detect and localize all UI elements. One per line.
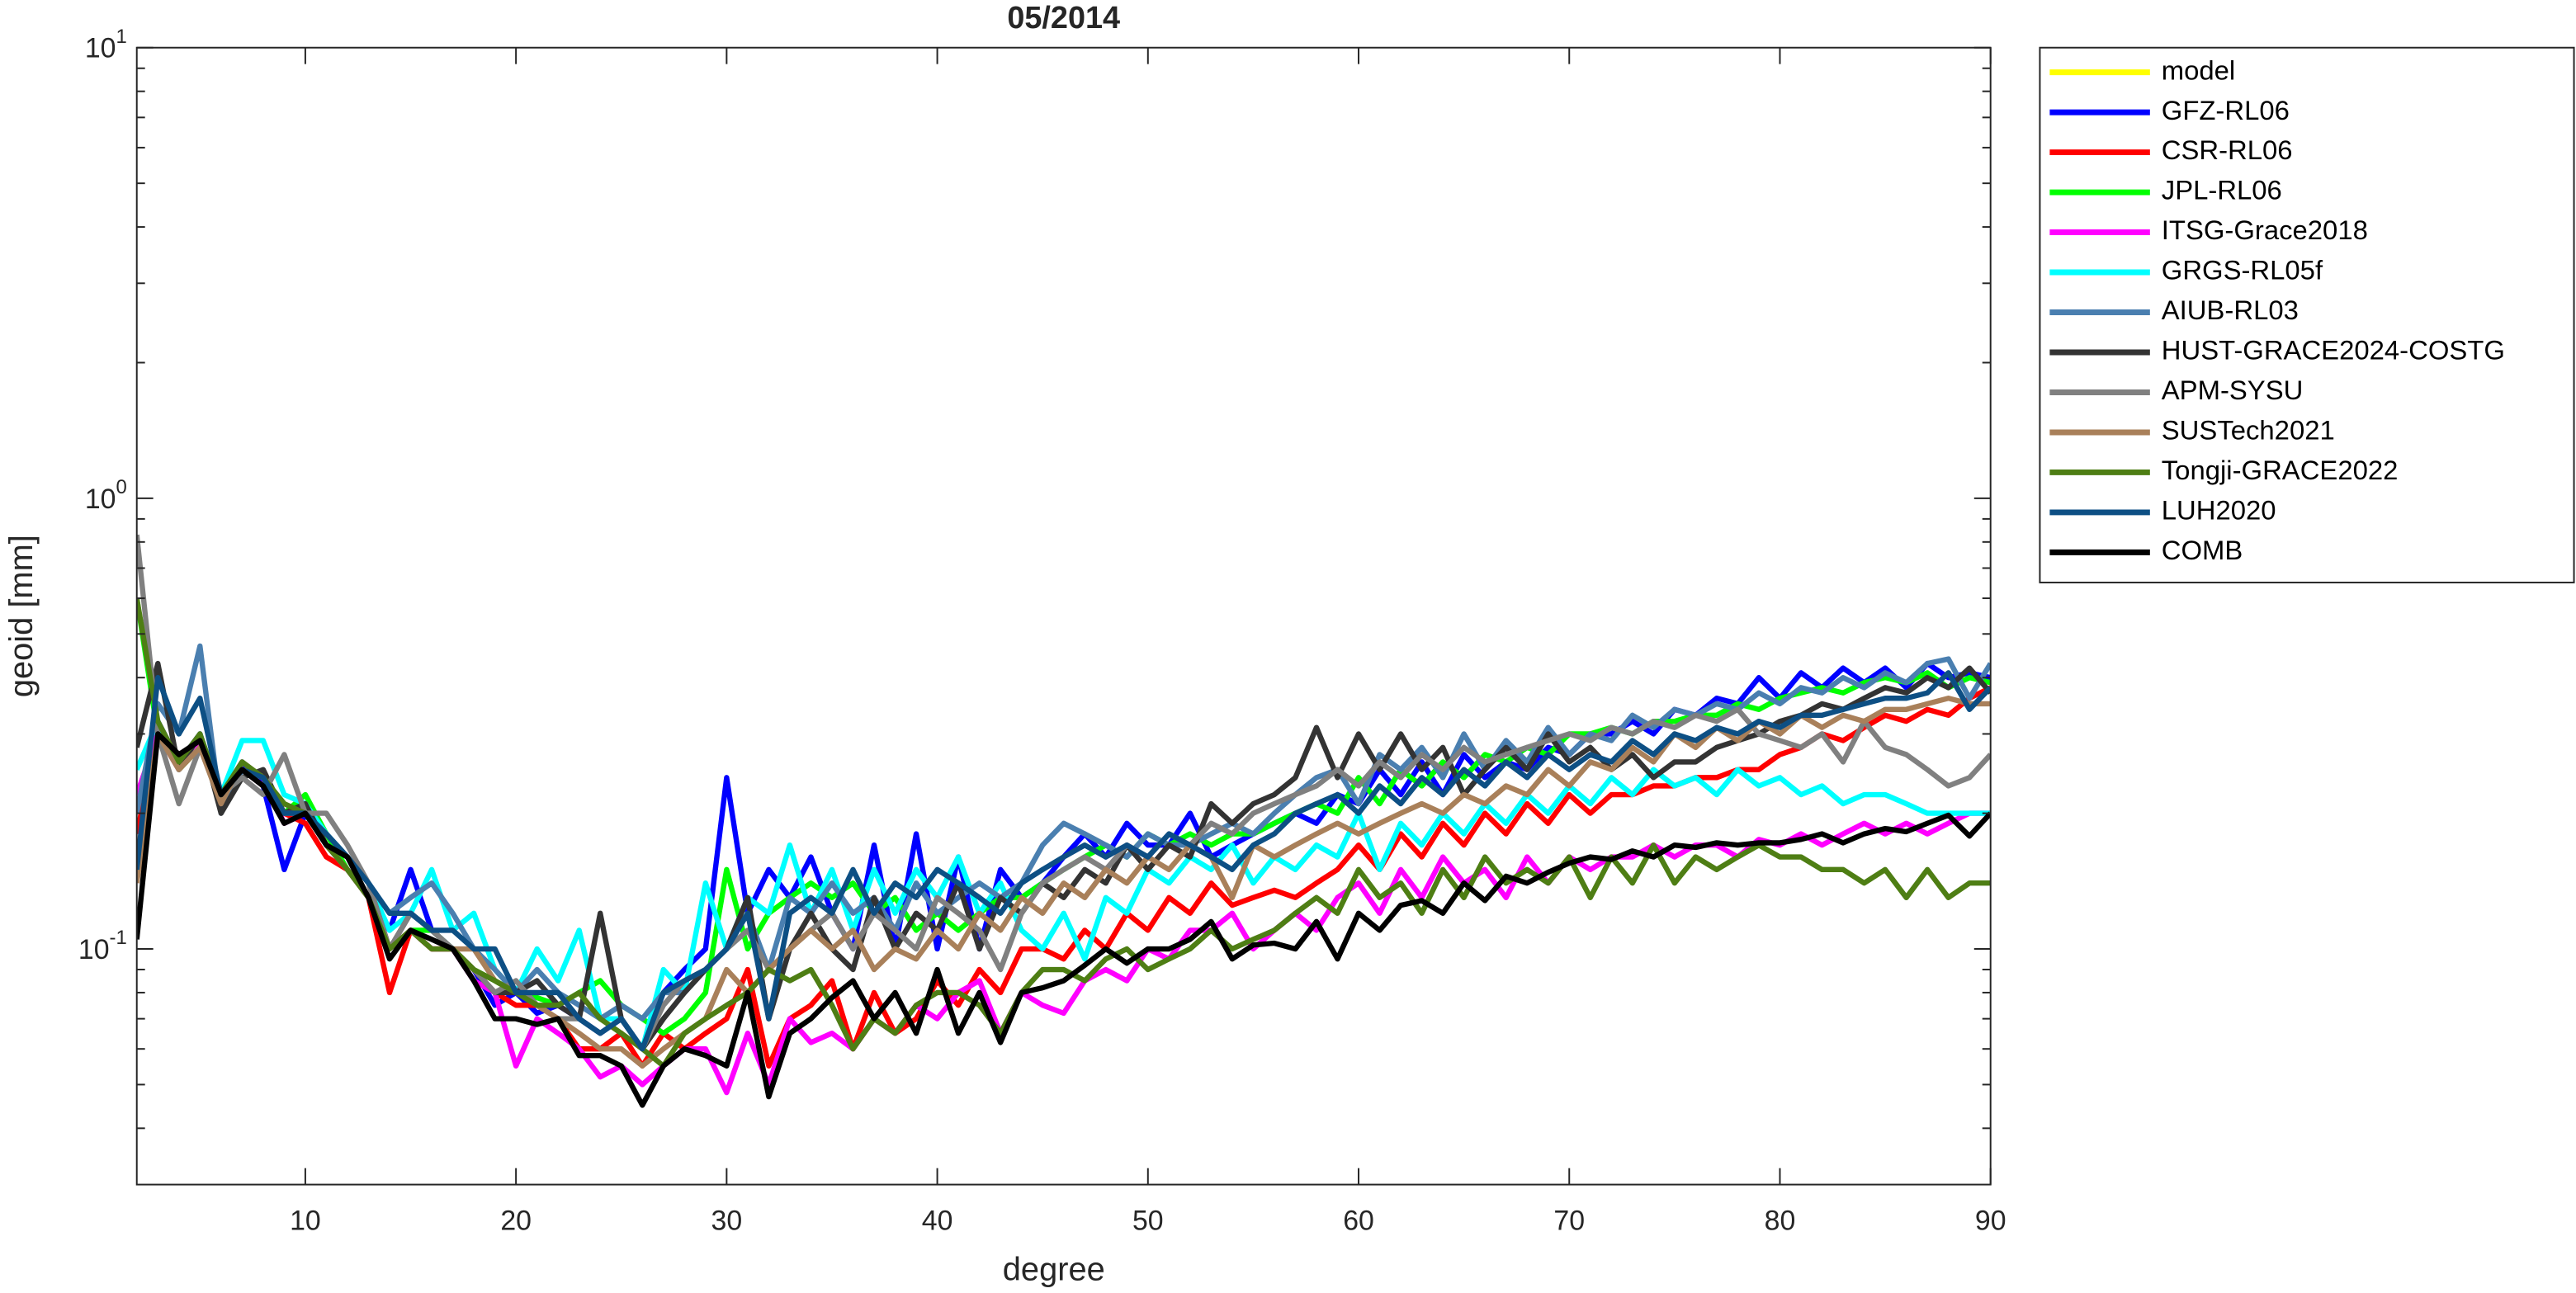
- legend-label: LUH2020: [2162, 495, 2276, 526]
- legend-label: COMB: [2162, 535, 2243, 565]
- chart-title: 05/2014: [1007, 1, 1120, 35]
- y-axis-label: geoid [mm]: [3, 535, 40, 697]
- x-tick-label: 20: [500, 1205, 532, 1236]
- legend-label: Tongji-GRACE2022: [2162, 455, 2399, 485]
- y-tick-label: 10-1: [78, 927, 127, 965]
- x-tick-label: 90: [1975, 1205, 2006, 1236]
- tick-exponent: 1: [116, 26, 127, 48]
- legend-label: HUST-GRACE2024-COSTG: [2162, 335, 2505, 366]
- x-tick-label: 10: [290, 1205, 321, 1236]
- tick-base: 10: [78, 934, 110, 965]
- legend-label: APM-SYSU: [2162, 375, 2304, 405]
- x-axis-label: degree: [1003, 1252, 1105, 1288]
- x-tick-label: 80: [1765, 1205, 1796, 1236]
- legend-label: GRGS-RL05f: [2162, 255, 2323, 285]
- tick-exponent: 0: [116, 476, 127, 498]
- y-tick-label: 101: [85, 26, 127, 64]
- legend-label: JPL-RL06: [2162, 175, 2282, 205]
- tick-exponent: -1: [110, 927, 127, 949]
- y-tick-label: 100: [85, 476, 127, 515]
- legend-label: model: [2162, 54, 2235, 85]
- legend-label: SUSTech2021: [2162, 415, 2335, 446]
- x-tick-label: 30: [711, 1205, 743, 1236]
- plot-frame: [135, 46, 1992, 1186]
- legend-label: ITSG-Grace2018: [2162, 215, 2368, 245]
- legend-label: AIUB-RL03: [2162, 295, 2299, 325]
- series-line: [136, 534, 1991, 1052]
- series-line: [136, 718, 1991, 1052]
- series-line: [136, 731, 1991, 1108]
- x-tick-label: 70: [1553, 1205, 1585, 1236]
- tick-base: 10: [85, 484, 116, 515]
- x-tick-label: 40: [922, 1205, 953, 1236]
- series-line: [136, 597, 1991, 1069]
- series-line: [136, 643, 1991, 1022]
- tick-base: 10: [85, 33, 116, 64]
- series-line: [136, 670, 1991, 1052]
- x-tick-label: 50: [1132, 1205, 1164, 1236]
- legend-label: GFZ-RL06: [2162, 95, 2290, 125]
- legend-label: CSR-RL06: [2162, 134, 2293, 165]
- x-tick-label: 60: [1343, 1205, 1374, 1236]
